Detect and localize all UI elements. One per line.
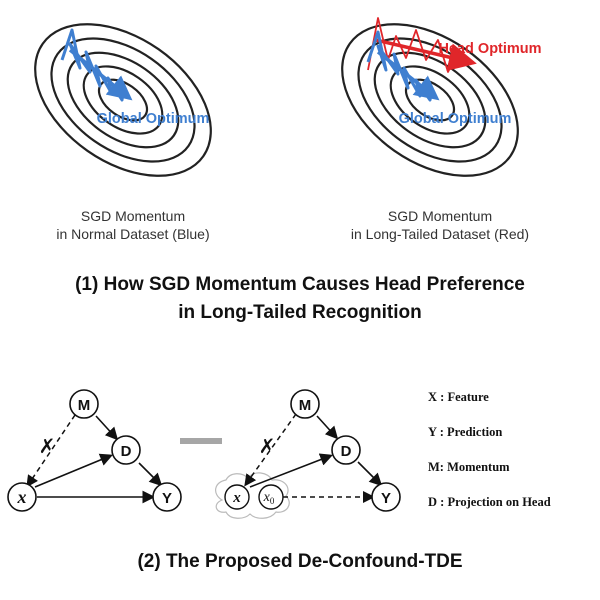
caption-long-tailed: SGD Momentum in Long-Tailed Dataset (Red… (340, 207, 540, 243)
node-y-label: Y (162, 490, 172, 507)
global-optimum-label-right: Global Optimum (399, 111, 512, 127)
node-x0 (258, 484, 284, 510)
node-m-label: M (78, 397, 91, 414)
cut-mark-right: ✗ (259, 434, 276, 458)
node-m-right (290, 389, 320, 419)
caption-long-tailed-line2: in Long-Tailed Dataset (Red) (350, 226, 530, 242)
node-m-right-label: M (299, 397, 312, 414)
node-d-label: D (121, 443, 132, 460)
head-optimum-label: Head Optimum (438, 41, 541, 57)
node-d (111, 435, 141, 465)
momentum-arrow-blue-right (376, 50, 440, 101)
node-y-right-label: Y (381, 490, 391, 507)
edge-d-y (138, 462, 163, 487)
node-x0-base: x (263, 490, 271, 505)
minus-sign (180, 438, 222, 444)
caption-normal: SGD Momentum in Normal Dataset (Blue) (43, 207, 223, 243)
caption-long-tailed-line1: SGD Momentum (387, 208, 493, 224)
contour-plot-long-tailed (341, 23, 519, 177)
node-y-right (371, 482, 401, 512)
edge-d-y-right (357, 461, 383, 487)
node-x-right (224, 484, 250, 510)
caption-normal-line1: SGD Momentum (80, 208, 186, 224)
edge-x-d-right (249, 453, 333, 488)
edge-m-d-right (316, 415, 339, 440)
edge-m-d (95, 415, 119, 441)
caption-normal-line2: in Normal Dataset (Blue) (56, 226, 210, 242)
panel2-title: (2) The Proposed De-Confound-TDE (137, 551, 463, 572)
panel1-title: (1) How SGD Momentum Causes Head Prefere… (0, 273, 600, 325)
node-y (152, 482, 182, 512)
legend-projection: D : Projection on Head (428, 495, 551, 509)
legend-momentum: M: Momentum (428, 460, 510, 474)
cut-mark-left: ✗ (39, 434, 56, 458)
panel1-title-line1: (1) How SGD Momentum Causes Head Prefere… (75, 274, 525, 295)
edge-x-d (34, 453, 113, 488)
panel1-title-line2: in Long-Tailed Recognition (178, 302, 422, 323)
contour-plot-normal (34, 23, 212, 177)
node-d-right (331, 435, 361, 465)
node-x-label: x (17, 487, 27, 507)
causal-graph-original: ✗ M D x Y (7, 389, 182, 512)
global-optimum-label-left: Global Optimum (97, 111, 210, 127)
node-x0-sub: 0 (270, 496, 275, 506)
node-x0-label: x0 (263, 490, 275, 506)
legend-prediction: Y : Prediction (428, 425, 503, 439)
node-x (7, 482, 37, 512)
node-x-right-label: x (232, 490, 241, 506)
momentum-arrow-blue (68, 48, 133, 101)
momentum-arrow-red (375, 38, 477, 71)
causal-graph-counterfactual: ✗ M D x x0 Y (215, 389, 401, 519)
node-d-right-label: D (341, 443, 352, 460)
node-m (69, 389, 99, 419)
legend-feature: X : Feature (428, 390, 489, 404)
